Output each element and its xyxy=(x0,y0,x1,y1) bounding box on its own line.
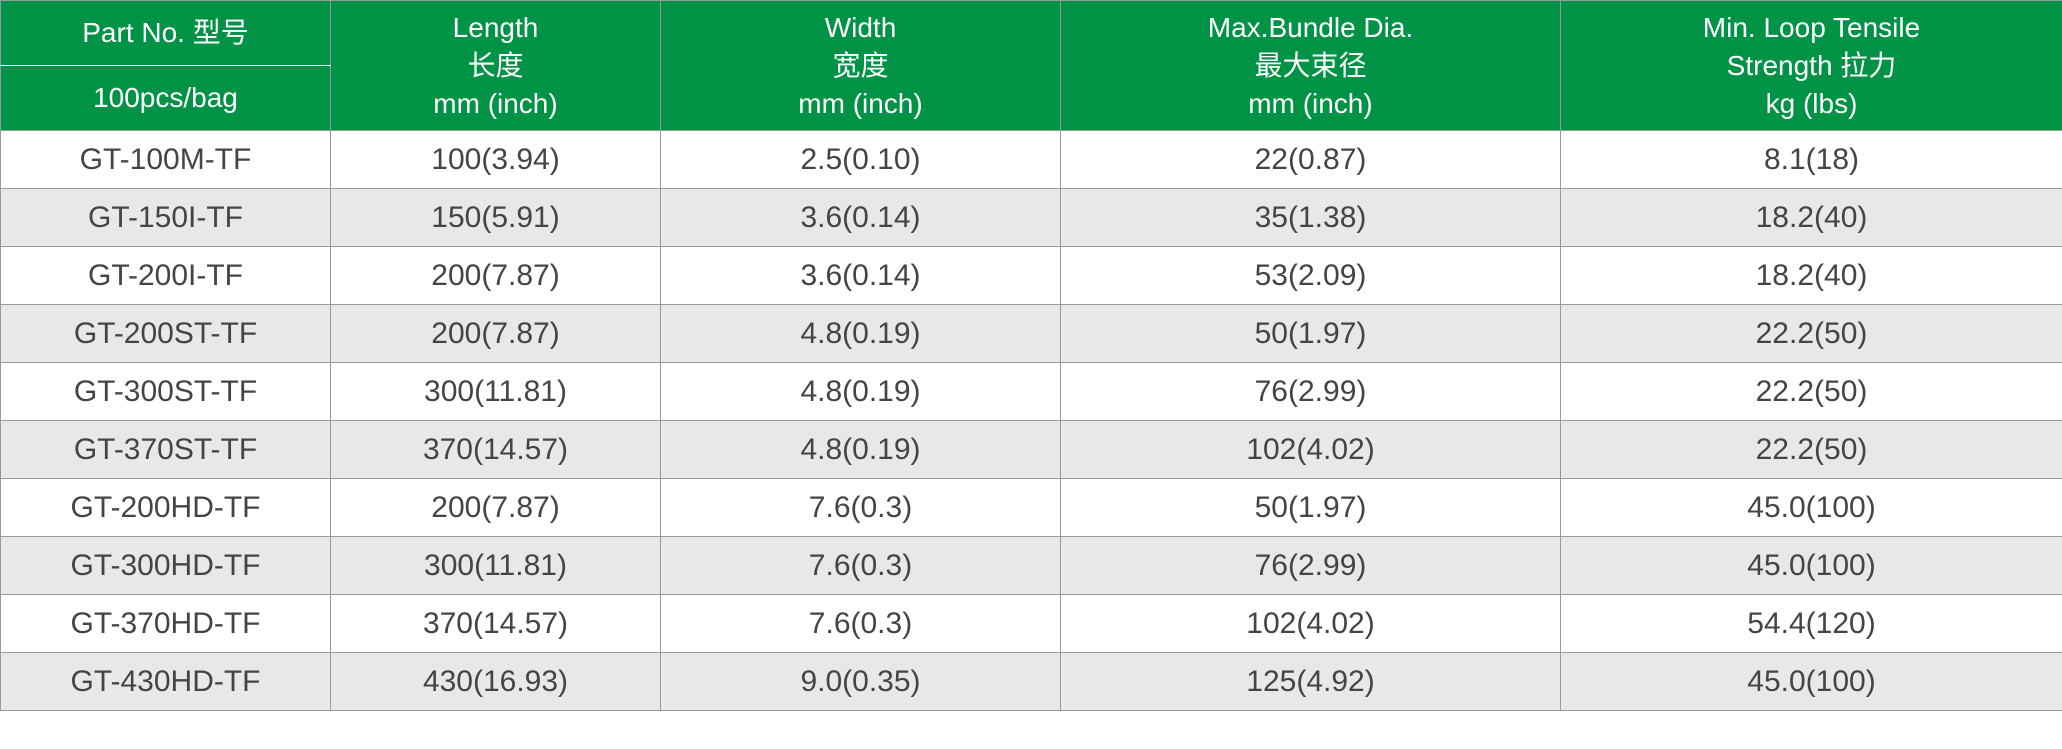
cell-width: 7.6(0.3) xyxy=(661,595,1061,653)
cell-bundle: 76(2.99) xyxy=(1061,537,1561,595)
cell-bundle: 35(1.38) xyxy=(1061,189,1561,247)
col-tensile: Min. Loop TensileStrength 拉力kg (lbs) xyxy=(1561,1,2062,131)
cell-width: 4.8(0.19) xyxy=(661,421,1061,479)
cell-partno: GT-370HD-TF xyxy=(1,595,331,653)
cell-tensile: 18.2(40) xyxy=(1561,247,2062,305)
cell-bundle: 50(1.97) xyxy=(1061,479,1561,537)
cell-partno: GT-300HD-TF xyxy=(1,537,331,595)
cell-length: 300(11.81) xyxy=(331,363,661,421)
cell-partno: GT-150I-TF xyxy=(1,189,331,247)
cell-tensile: 54.4(120) xyxy=(1561,595,2062,653)
cell-tensile: 22.2(50) xyxy=(1561,305,2062,363)
table-row: GT-200ST-TF200(7.87)4.8(0.19)50(1.97)22.… xyxy=(1,305,2062,363)
table-row: GT-370ST-TF370(14.57)4.8(0.19)102(4.02)2… xyxy=(1,421,2062,479)
cell-tensile: 45.0(100) xyxy=(1561,653,2062,711)
cell-width: 9.0(0.35) xyxy=(661,653,1061,711)
cell-length: 200(7.87) xyxy=(331,305,661,363)
spec-table: Part No. 型号 Length长度mm (inch) Width宽度mm … xyxy=(0,0,2062,711)
col-width: Width宽度mm (inch) xyxy=(661,1,1061,131)
cell-length: 200(7.87) xyxy=(331,247,661,305)
col-bundle: Max.Bundle Dia.最大束径mm (inch) xyxy=(1061,1,1561,131)
cell-length: 150(5.91) xyxy=(331,189,661,247)
col-partno-bottom: 100pcs/bag xyxy=(1,66,331,131)
cell-width: 3.6(0.14) xyxy=(661,189,1061,247)
cell-bundle: 102(4.02) xyxy=(1061,595,1561,653)
cell-width: 2.5(0.10) xyxy=(661,131,1061,189)
cell-length: 100(3.94) xyxy=(331,131,661,189)
cell-partno: GT-100M-TF xyxy=(1,131,331,189)
cell-bundle: 102(4.02) xyxy=(1061,421,1561,479)
table-row: GT-200HD-TF200(7.87)7.6(0.3)50(1.97)45.0… xyxy=(1,479,2062,537)
cell-width: 3.6(0.14) xyxy=(661,247,1061,305)
cell-length: 430(16.93) xyxy=(331,653,661,711)
cell-tensile: 45.0(100) xyxy=(1561,537,2062,595)
cell-partno: GT-200ST-TF xyxy=(1,305,331,363)
cell-width: 7.6(0.3) xyxy=(661,537,1061,595)
cell-partno: GT-370ST-TF xyxy=(1,421,331,479)
cell-partno: GT-300ST-TF xyxy=(1,363,331,421)
cell-partno: GT-200I-TF xyxy=(1,247,331,305)
cell-partno: GT-200HD-TF xyxy=(1,479,331,537)
table-header: Part No. 型号 Length长度mm (inch) Width宽度mm … xyxy=(1,1,2062,131)
cell-bundle: 53(2.09) xyxy=(1061,247,1561,305)
table-row: GT-150I-TF150(5.91)3.6(0.14)35(1.38)18.2… xyxy=(1,189,2062,247)
cell-partno: GT-430HD-TF xyxy=(1,653,331,711)
cell-width: 4.8(0.19) xyxy=(661,363,1061,421)
cell-tensile: 18.2(40) xyxy=(1561,189,2062,247)
cell-bundle: 76(2.99) xyxy=(1061,363,1561,421)
cell-width: 4.8(0.19) xyxy=(661,305,1061,363)
table-row: GT-370HD-TF370(14.57)7.6(0.3)102(4.02)54… xyxy=(1,595,2062,653)
cell-bundle: 22(0.87) xyxy=(1061,131,1561,189)
cell-length: 370(14.57) xyxy=(331,421,661,479)
cell-tensile: 45.0(100) xyxy=(1561,479,2062,537)
col-partno-top: Part No. 型号 xyxy=(1,1,331,66)
cell-tensile: 22.2(50) xyxy=(1561,421,2062,479)
table-body: GT-100M-TF100(3.94)2.5(0.10)22(0.87)8.1(… xyxy=(1,131,2062,711)
table-row: GT-100M-TF100(3.94)2.5(0.10)22(0.87)8.1(… xyxy=(1,131,2062,189)
table-row: GT-300ST-TF300(11.81)4.8(0.19)76(2.99)22… xyxy=(1,363,2062,421)
table-row: GT-200I-TF200(7.87)3.6(0.14)53(2.09)18.2… xyxy=(1,247,2062,305)
cell-length: 200(7.87) xyxy=(331,479,661,537)
cell-length: 370(14.57) xyxy=(331,595,661,653)
col-length: Length长度mm (inch) xyxy=(331,1,661,131)
cell-bundle: 50(1.97) xyxy=(1061,305,1561,363)
table-row: GT-430HD-TF430(16.93)9.0(0.35)125(4.92)4… xyxy=(1,653,2062,711)
cell-bundle: 125(4.92) xyxy=(1061,653,1561,711)
table-row: GT-300HD-TF300(11.81)7.6(0.3)76(2.99)45.… xyxy=(1,537,2062,595)
cell-length: 300(11.81) xyxy=(331,537,661,595)
cell-width: 7.6(0.3) xyxy=(661,479,1061,537)
cell-tensile: 22.2(50) xyxy=(1561,363,2062,421)
cell-tensile: 8.1(18) xyxy=(1561,131,2062,189)
